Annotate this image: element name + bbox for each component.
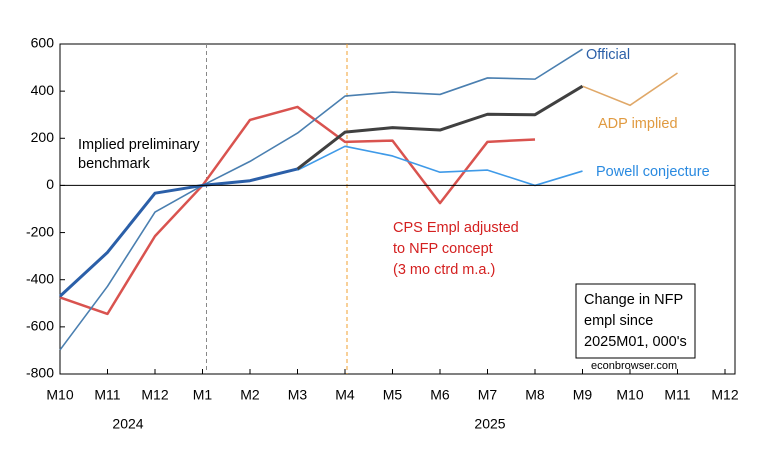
series-label: to NFP concept [393, 241, 493, 257]
series-line [58, 167, 298, 298]
x-tick-label: M11 [664, 387, 690, 403]
series-label: CPS Empl adjusted [393, 220, 519, 236]
series-label: ADP implied [598, 116, 678, 132]
x-tick-label: M8 [525, 387, 545, 403]
note: Change in NFP [584, 292, 683, 308]
y-tick-label: -400 [26, 270, 54, 286]
x-tick-label: M10 [616, 387, 643, 403]
note: 2025M01, 000's [584, 334, 687, 350]
series-label: (3 mo ctrd m.a.) [393, 262, 495, 278]
y-tick-label: 400 [31, 82, 55, 98]
series-line [59, 105, 536, 316]
year-label: 2024 [112, 416, 143, 432]
x-tick-label: M5 [383, 387, 403, 403]
x-tick-label: M1 [193, 387, 213, 403]
note-box [575, 283, 696, 359]
source: econbrowser.com [591, 360, 677, 372]
x-tick-label: M11 [94, 387, 120, 403]
plot-frame [59, 43, 736, 375]
y-tick-label: -800 [26, 365, 54, 381]
x-tick-label: M9 [573, 387, 593, 403]
series-label: Implied preliminary [78, 137, 200, 153]
x-tick-label: M3 [288, 387, 308, 403]
series-line [297, 145, 583, 187]
y-tick-label: 600 [31, 35, 55, 51]
y-tick-label: -600 [26, 318, 54, 334]
y-tick-label: 200 [31, 129, 55, 145]
series-line [296, 84, 584, 171]
x-tick-label: M10 [46, 387, 73, 403]
y-tick-label: -200 [26, 223, 54, 239]
series-line [582, 72, 678, 107]
series-label: benchmark [78, 156, 150, 172]
series-label: Official [586, 47, 630, 63]
x-tick-label: M2 [240, 387, 260, 403]
x-tick-label: M6 [430, 387, 450, 403]
x-tick-label: M12 [711, 387, 738, 403]
series-label: Powell conjecture [596, 164, 710, 180]
x-tick-label: M4 [335, 387, 355, 403]
series-line [59, 48, 583, 351]
y-tick-label: 0 [46, 176, 54, 192]
year-label: 2025 [474, 416, 505, 432]
note: empl since [584, 313, 653, 329]
x-tick-label: M12 [141, 387, 168, 403]
x-tick-label: M7 [478, 387, 498, 403]
